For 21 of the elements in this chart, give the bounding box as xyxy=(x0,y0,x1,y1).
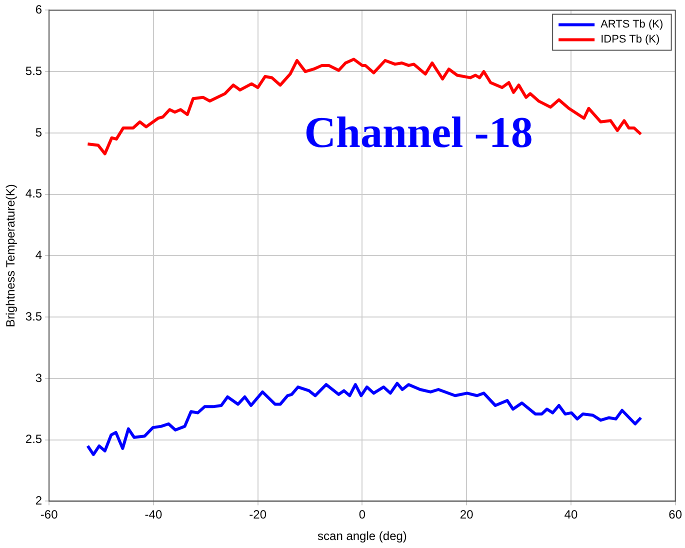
y-axis-title: Brightness Temperature(K) xyxy=(4,184,18,328)
x-tick-label: 20 xyxy=(460,508,474,522)
y-tick-label: 2.5 xyxy=(25,432,42,446)
x-tick-label: -20 xyxy=(249,508,267,522)
y-tick-label: 2 xyxy=(35,494,42,508)
x-tick-label: 60 xyxy=(668,508,682,522)
x-tick-label: 40 xyxy=(564,508,578,522)
y-tick-label: 4 xyxy=(35,248,42,262)
x-tick-label: -40 xyxy=(144,508,162,522)
x-axis-title: scan angle (deg) xyxy=(318,529,407,544)
x-tick-label: -60 xyxy=(40,508,58,522)
legend-label: IDPS Tb (K) xyxy=(600,34,660,46)
y-tick-label: 4.5 xyxy=(25,186,42,201)
legend-label: ARTS Tb (K) xyxy=(600,18,664,31)
y-tick-label: 6 xyxy=(35,2,42,17)
y-tick-label: 3.5 xyxy=(25,309,42,324)
y-tick-label: 5 xyxy=(35,125,42,140)
y-tick-label: 5.5 xyxy=(25,64,42,78)
y-tick-label: 3 xyxy=(35,370,42,385)
x-tick-label: 0 xyxy=(358,508,366,522)
annotation: Channel -18 xyxy=(304,108,533,157)
